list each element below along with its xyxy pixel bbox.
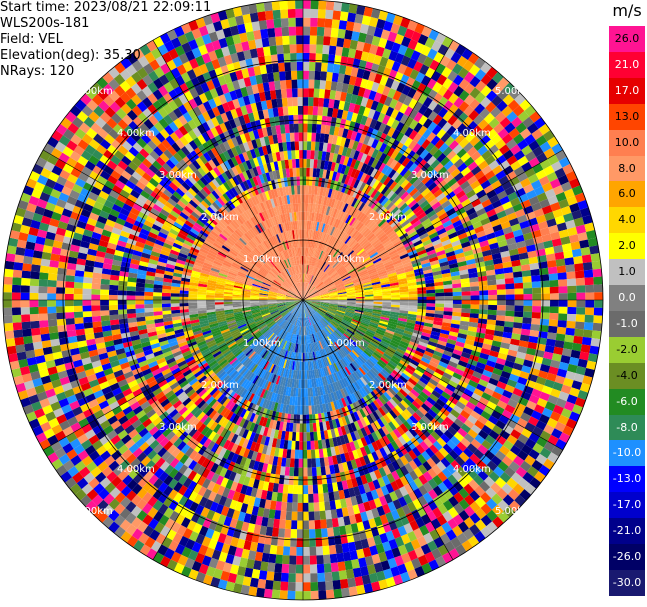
colorbar-tick-label: -10.0: [612, 446, 642, 460]
colorbar-tick-label: 26.0: [614, 32, 640, 45]
colorbar-tick-label: 8.0: [618, 161, 636, 175]
colorbar-swatch: [609, 181, 645, 208]
colorbar-tick-label: -6.0: [616, 394, 638, 408]
colorbar-swatch: [609, 310, 645, 338]
colorbar-tick-label: -1.0: [616, 316, 638, 330]
range-label: 2.00km: [369, 380, 407, 391]
range-label: 1.00km: [243, 254, 281, 265]
azimuth-line: [152, 299, 304, 560]
range-label: 4.00km: [453, 464, 491, 475]
colorbar-tick-label: 6.0: [618, 187, 636, 201]
range-label: 1.00km: [327, 254, 365, 265]
colorbar-tick-label: 1.0: [618, 265, 636, 279]
colorbar-swatch: [609, 388, 645, 415]
colorbar-swatch: [609, 129, 645, 156]
azimuth-line: [43, 299, 304, 451]
range-label: 2.00km: [369, 212, 407, 223]
azimuth-line: [302, 149, 563, 301]
elevation-label: Elevation(deg): 35.30: [0, 48, 141, 63]
colorbar-swatch: [609, 155, 645, 182]
colorbar-swatch: [609, 77, 645, 105]
field-label: Field: VEL: [0, 32, 63, 47]
colorbar-tick-label: 2.0: [618, 239, 636, 253]
colorbar: m/s 26.0 21.0 17.0 13.0 10.0 8.0 6.0 4.0 2.0 1.0 0.…: [607, 0, 647, 607]
azimuth-line: [43, 149, 304, 301]
colorbar-swatch: [609, 51, 645, 79]
colorbar-swatch: [609, 285, 645, 312]
colorbar-swatch: [609, 233, 645, 260]
colorbar-swatch: [609, 492, 645, 519]
colorbar-swatch: [609, 414, 645, 441]
range-label: 2.00km: [201, 380, 239, 391]
colorbar-swatch: [609, 207, 645, 234]
range-label: 4.00km: [117, 464, 155, 475]
colorbar-tick-label: 21.0: [614, 57, 640, 71]
colorbar-swatch: [609, 259, 645, 286]
colorbar-tick-label: -21.0: [612, 524, 642, 538]
colorbar-tick-label: -26.0: [612, 550, 642, 563]
range-label: 3.00km: [411, 422, 449, 433]
range-label: 4.00km: [453, 128, 491, 139]
colorbar-tick-label: -17.0: [612, 498, 642, 512]
colorbar-tick-label: -30.0: [612, 575, 642, 589]
range-label: 4.00km: [117, 128, 155, 139]
colorbar-tick-label: 13.0: [614, 109, 640, 123]
azimuth-line: [302, 40, 454, 301]
colorbar-tick-label: 4.0: [618, 213, 636, 227]
colorbar-swatch: [609, 544, 645, 571]
colorbar-swatch: [609, 26, 645, 53]
range-label: 3.00km: [159, 170, 197, 181]
colorbar-tick-label: -13.0: [612, 472, 642, 486]
start-time-label: Start time: 2023/08/21 22:09:11: [0, 0, 212, 15]
colorbar-tick-label: -2.0: [616, 342, 638, 356]
range-label: 5.00km: [495, 506, 533, 517]
instrument-label: WLS200s-181: [0, 16, 90, 31]
colorbar-swatch: [609, 362, 645, 390]
range-label: 1.00km: [243, 338, 281, 349]
header: Start time: 2023/08/21 22:09:11 WLS200s-…: [0, 0, 211, 80]
colorbar-tick-label: 0.0: [618, 291, 636, 304]
range-label: 2.00km: [201, 212, 239, 223]
range-label: 5.00km: [495, 86, 533, 97]
colorbar-tick-label: -4.0: [616, 368, 638, 382]
colorbar-tick-label: -8.0: [616, 420, 638, 434]
colorbar-swatch: [609, 569, 645, 597]
nrays-label: NRays: 120: [0, 64, 75, 79]
range-label: 3.00km: [159, 422, 197, 433]
colorbar-swatch: [609, 466, 645, 493]
ppi-plot: 1.00km 1.00km 1.00km 1.00km 2.00km 2.00km 2.00…: [2, 0, 604, 601]
colorbar-tick-label: 10.0: [614, 135, 640, 149]
colorbar-swatch: [609, 336, 645, 364]
azimuth-line: [152, 40, 304, 301]
colorbar-swatch: [609, 103, 645, 131]
colorbar-swatch: [609, 440, 645, 467]
range-label: 5.00km: [75, 506, 113, 517]
azimuth-line: [302, 299, 563, 451]
azimuth-line: [302, 299, 454, 560]
range-label: 3.00km: [411, 170, 449, 181]
colorbar-unit: m/s: [612, 1, 642, 20]
range-label: 5.00km: [75, 86, 113, 97]
colorbar-swatch: [609, 518, 645, 545]
range-label: 1.00km: [327, 338, 365, 349]
colorbar-tick-label: 17.0: [614, 83, 640, 97]
